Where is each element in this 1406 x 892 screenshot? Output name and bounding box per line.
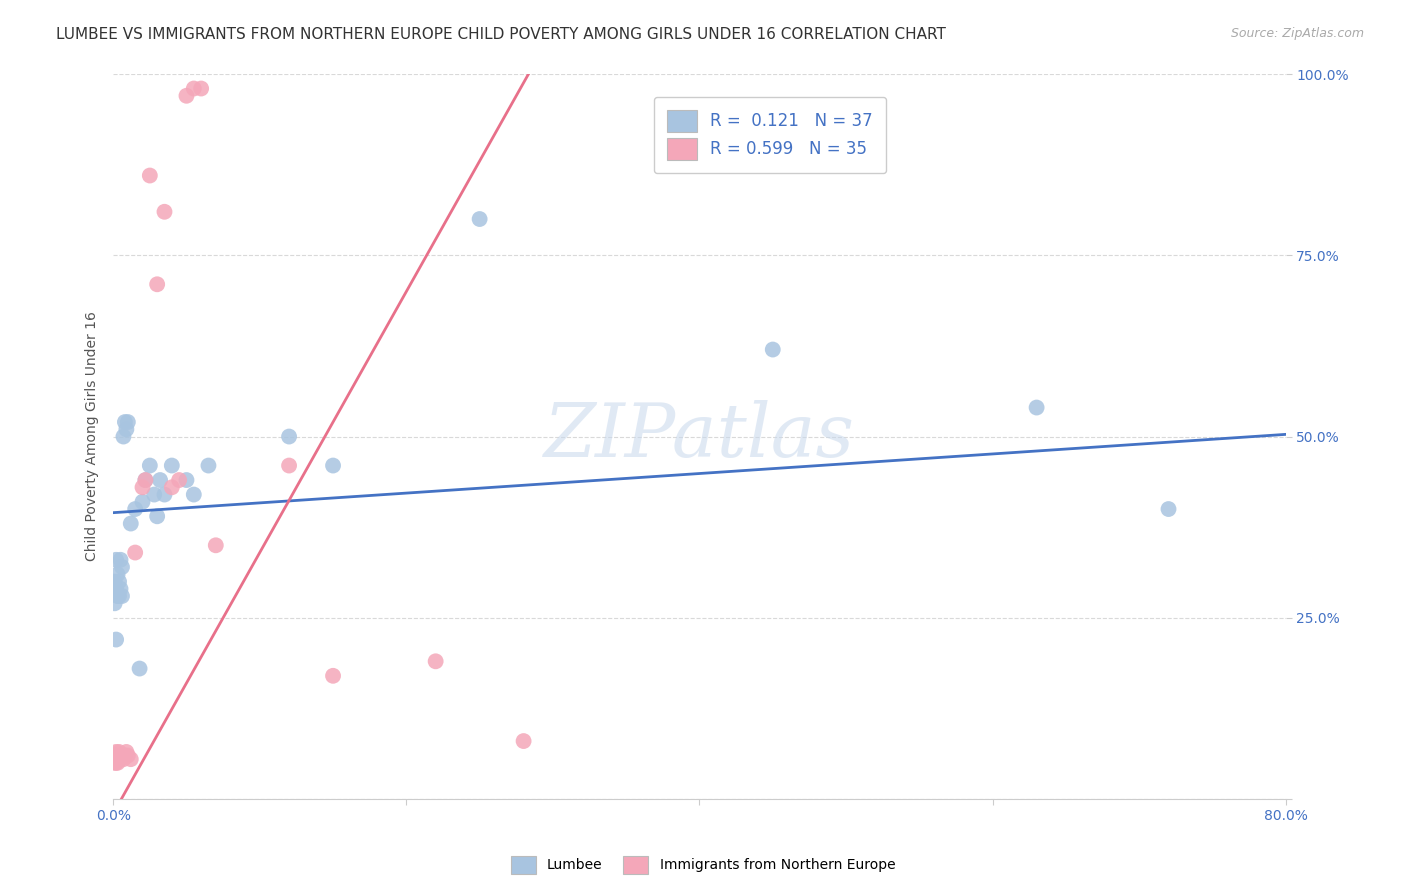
Point (105, 756, 128, 770)
Point (110, 553, 132, 567)
Point (512, 734, 534, 748)
Point (114, 415, 136, 429)
Point (108, 745, 131, 759)
Text: ZIPatlas: ZIPatlas (544, 401, 855, 473)
Point (278, 458, 301, 473)
Point (197, 458, 219, 473)
Point (131, 480, 153, 494)
Point (176, 473, 198, 487)
Point (278, 429, 301, 443)
Point (108, 589, 131, 603)
Point (146, 509, 169, 524)
Point (153, 204, 176, 219)
Point (107, 752, 129, 766)
Legend: Lumbee, Immigrants from Northern Europe: Lumbee, Immigrants from Northern Europe (503, 849, 903, 880)
Point (139, 169, 162, 183)
Point (124, 545, 146, 559)
Point (114, 748, 136, 763)
Point (322, 669, 344, 683)
Point (111, 560, 134, 574)
Point (104, 574, 127, 589)
Point (104, 752, 127, 766)
Point (117, 415, 139, 429)
Point (120, 752, 142, 766)
Point (105, 752, 128, 766)
Y-axis label: Child Poverty Among Girls Under 16: Child Poverty Among Girls Under 16 (86, 311, 100, 561)
Point (110, 752, 132, 766)
Point (115, 422, 138, 436)
Point (183, 487, 205, 501)
Point (115, 745, 138, 759)
Point (190, 81, 212, 95)
Point (124, 502, 146, 516)
Point (111, 748, 134, 763)
Point (468, 212, 491, 227)
Point (104, 596, 127, 610)
Point (128, 662, 150, 676)
Point (105, 745, 128, 759)
Point (167, 473, 190, 487)
Text: Source: ZipAtlas.com: Source: ZipAtlas.com (1230, 27, 1364, 40)
Point (425, 654, 447, 668)
Point (134, 473, 156, 487)
Point (160, 480, 183, 494)
Point (134, 473, 156, 487)
Point (176, 88, 198, 103)
Point (112, 429, 135, 443)
Point (117, 748, 139, 763)
Point (111, 589, 134, 603)
Point (105, 582, 128, 596)
Point (149, 473, 172, 487)
Point (131, 495, 153, 509)
Point (146, 277, 169, 292)
Point (322, 458, 344, 473)
Point (110, 582, 132, 596)
Point (104, 756, 127, 770)
Point (104, 748, 127, 763)
Point (108, 752, 131, 766)
Point (1025, 401, 1047, 415)
Point (153, 487, 176, 501)
Point (112, 752, 135, 766)
Point (139, 458, 162, 473)
Point (183, 81, 205, 95)
Point (107, 748, 129, 763)
Point (762, 343, 785, 357)
Point (107, 756, 129, 770)
Point (204, 538, 226, 552)
Legend: R =  0.121   N = 37, R = 0.599   N = 35: R = 0.121 N = 37, R = 0.599 N = 35 (654, 97, 886, 173)
Point (105, 748, 128, 763)
Point (120, 516, 142, 531)
Point (1157, 502, 1180, 516)
Point (160, 458, 183, 473)
Point (143, 487, 166, 501)
Point (105, 632, 128, 647)
Point (107, 567, 129, 582)
Text: LUMBEE VS IMMIGRANTS FROM NORTHERN EUROPE CHILD POVERTY AMONG GIRLS UNDER 16 COR: LUMBEE VS IMMIGRANTS FROM NORTHERN EUROP… (56, 27, 946, 42)
Point (108, 574, 131, 589)
Point (107, 589, 129, 603)
Point (105, 553, 128, 567)
